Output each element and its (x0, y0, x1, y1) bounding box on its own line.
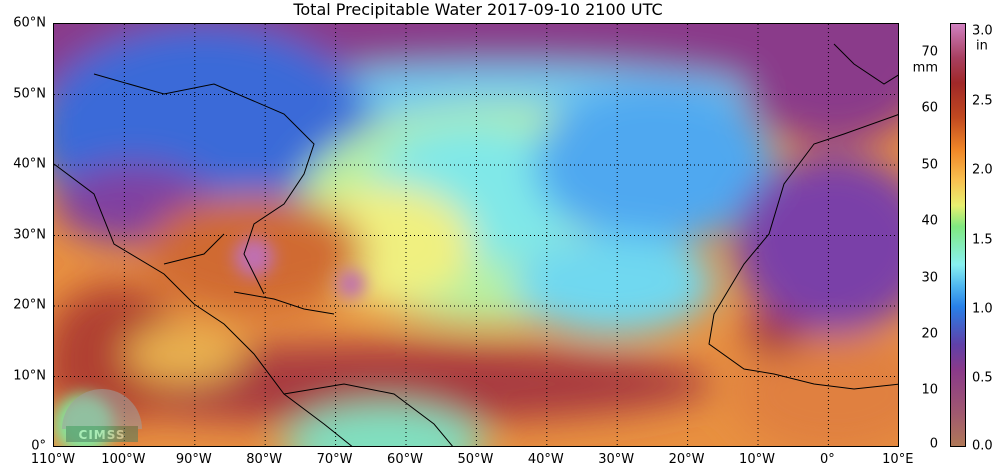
lon-label: 80°W (246, 452, 283, 467)
tpw-field: CIMSS (54, 24, 898, 446)
in-tick: 3.0 (972, 23, 993, 39)
graticule (54, 24, 898, 446)
in-tick: 1.5 (972, 232, 993, 248)
mm-tick: 30 (921, 270, 938, 286)
mm-tick: 10 (921, 382, 938, 398)
mm-tick: 70 (921, 44, 938, 60)
lon-label: 90°W (175, 452, 212, 467)
mm-tick: 0 (929, 436, 938, 452)
lat-label: 60°N (13, 15, 46, 31)
colorbar (950, 23, 966, 447)
in-unit: in (976, 38, 988, 54)
in-tick: 0.0 (972, 438, 993, 454)
lon-label: 100°W (101, 452, 146, 467)
lon-label: 10°E (882, 452, 914, 467)
figure-title: Total Precipitable Water 2017-09-10 2100… (293, 0, 663, 19)
in-tick: 2.0 (972, 162, 993, 178)
lat-label: 30°N (13, 227, 46, 242)
lon-label: 110°W (30, 452, 76, 467)
lat-label: 10°N (13, 368, 46, 383)
mm-tick: 40 (921, 213, 938, 229)
lon-label: 60°W (387, 452, 423, 467)
lon-label: 40°W (527, 452, 564, 467)
mm-tick: 20 (921, 326, 938, 342)
in-tick: 1.0 (972, 301, 993, 317)
svg-text:CIMSS: CIMSS (79, 428, 126, 442)
in-tick: 0.5 (972, 370, 993, 386)
tpw-map: CIMSS (53, 23, 899, 447)
lat-label: 0° (31, 438, 46, 454)
cimss-logo: CIMSS (62, 389, 142, 442)
lat-label: 20°N (13, 297, 46, 313)
lat-label: 50°N (13, 86, 46, 101)
lon-label: 20°W (668, 452, 705, 467)
lon-label: 50°W (457, 452, 494, 467)
lon-label: 30°W (598, 452, 635, 467)
lon-label: 10°W (739, 452, 775, 467)
lat-label: 40°N (13, 156, 46, 172)
in-tick: 2.5 (972, 93, 993, 109)
mm-tick: 50 (921, 157, 938, 173)
mm-unit: mm (912, 60, 938, 76)
coastlines (54, 43, 898, 446)
lon-label: 0° (820, 452, 835, 467)
mm-tick: 60 (921, 100, 938, 116)
lon-label: 70°W (316, 452, 353, 467)
